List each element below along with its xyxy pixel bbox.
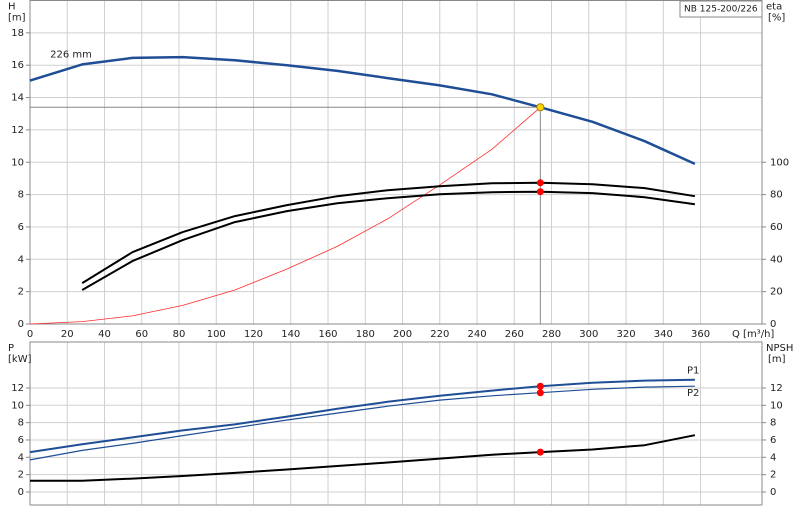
x-tick-label: 320 <box>616 329 635 340</box>
operating-marker <box>536 188 544 196</box>
y2-tick-label: 10 <box>770 400 783 411</box>
y2-tick-label: 6 <box>770 435 776 446</box>
y-tick-label: 8 <box>18 418 24 429</box>
y-tick-label: 2 <box>18 287 24 298</box>
operating-marker <box>536 382 544 390</box>
x-tick-label: 40 <box>98 329 111 340</box>
series-line <box>81 190 696 291</box>
x-tick-label: 0 <box>27 329 33 340</box>
series-line <box>29 106 541 325</box>
y-tick-label: 2 <box>18 470 24 481</box>
y2-tick-label: 2 <box>770 470 776 481</box>
series-label: P2 <box>687 388 699 399</box>
y2-tick-label: 40 <box>770 254 783 265</box>
x-tick-label: 300 <box>579 329 598 340</box>
x-tick-label: 100 <box>207 329 226 340</box>
series-label: 226 mm <box>50 49 92 60</box>
x-tick-label: 180 <box>356 329 375 340</box>
y2-axis-label: NPSH <box>766 343 793 354</box>
y2-tick-label: 12 <box>770 383 783 394</box>
y-axis-label: P <box>8 343 14 354</box>
operating-marker <box>536 448 544 456</box>
y-tick-label: 10 <box>11 157 24 168</box>
x-tick-label: 160 <box>318 329 337 340</box>
label-box-text: NB 125-200/226 <box>684 5 758 15</box>
x-tick-label: 260 <box>505 329 524 340</box>
x-tick-label: 340 <box>654 329 673 340</box>
y2-tick-label: 0 <box>770 487 776 498</box>
x-tick-label: 80 <box>173 329 186 340</box>
y-tick-label: 14 <box>11 93 24 104</box>
series-line <box>29 385 695 461</box>
operating-marker <box>536 389 544 397</box>
operating-marker <box>536 179 544 187</box>
series-line <box>30 434 696 482</box>
series-line <box>81 181 696 284</box>
y-axis-unit: [kW] <box>8 354 32 365</box>
y2-tick-label: 8 <box>770 418 776 429</box>
x-tick-label: 240 <box>467 329 486 340</box>
x-tick-label: 120 <box>244 329 263 340</box>
y-axis-unit: [m] <box>8 13 26 24</box>
y-tick-label: 6 <box>18 222 24 233</box>
y-tick-label: 12 <box>11 383 24 394</box>
y-tick-label: 16 <box>11 60 24 71</box>
x-tick-label: 20 <box>61 329 74 340</box>
x-tick-label: 220 <box>430 329 449 340</box>
y-tick-label: 0 <box>18 487 24 498</box>
y2-tick-label: 80 <box>770 190 783 201</box>
y2-axis-unit: [m] <box>768 354 786 365</box>
y2-tick-label: 60 <box>770 222 783 233</box>
y-tick-label: 18 <box>11 28 24 39</box>
y-tick-label: 4 <box>18 452 24 463</box>
x-tick-label: 280 <box>542 329 561 340</box>
y-tick-label: 12 <box>11 125 24 136</box>
x-axis-label: Q [m³/h] <box>732 329 774 340</box>
x-tick-label: 360 <box>691 329 710 340</box>
y2-tick-label: 20 <box>770 287 783 298</box>
x-tick-label: 200 <box>393 329 412 340</box>
operating-marker <box>536 103 545 112</box>
label-box <box>679 0 763 18</box>
series-label: P1 <box>687 366 699 377</box>
y-tick-label: 0 <box>18 319 24 330</box>
y2-tick-label: 0 <box>770 319 776 330</box>
y2-tick-label: 4 <box>770 452 776 463</box>
y-tick-label: 4 <box>18 254 24 265</box>
y-tick-label: 6 <box>18 435 24 446</box>
x-tick-label: 140 <box>281 329 300 340</box>
y-tick-label: 10 <box>11 400 24 411</box>
plot-frame <box>29 341 763 506</box>
y-tick-label: 8 <box>18 190 24 201</box>
y2-tick-label: 100 <box>770 157 789 168</box>
y-axis-label: H <box>8 2 16 13</box>
y2-axis-label: eta <box>766 2 782 13</box>
plot-frame <box>29 0 763 325</box>
y2-axis-unit: [%] <box>768 13 785 24</box>
series-line <box>29 55 696 166</box>
series-line <box>29 378 695 454</box>
x-tick-label: 60 <box>135 329 148 340</box>
